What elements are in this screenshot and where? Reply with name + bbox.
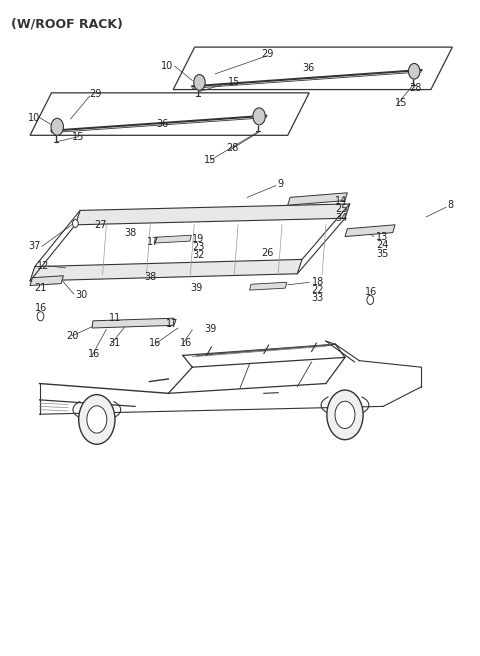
Text: 38: 38 xyxy=(144,272,157,282)
Circle shape xyxy=(51,118,63,135)
Polygon shape xyxy=(75,204,350,225)
Circle shape xyxy=(37,312,44,321)
Circle shape xyxy=(335,401,355,428)
Text: 29: 29 xyxy=(262,49,274,58)
Text: 11: 11 xyxy=(109,313,121,323)
Text: 17: 17 xyxy=(166,319,179,329)
Text: 15: 15 xyxy=(228,77,240,87)
Polygon shape xyxy=(288,193,348,205)
Text: 14: 14 xyxy=(336,195,348,205)
Text: 21: 21 xyxy=(34,283,46,293)
Circle shape xyxy=(79,395,115,444)
Text: 35: 35 xyxy=(376,249,388,258)
Text: 39: 39 xyxy=(190,283,202,293)
Text: 13: 13 xyxy=(376,232,388,241)
Polygon shape xyxy=(30,259,302,281)
Text: 23: 23 xyxy=(192,242,204,252)
Text: 10: 10 xyxy=(28,113,40,123)
Text: 10: 10 xyxy=(161,61,173,71)
Text: 16: 16 xyxy=(180,338,192,348)
Text: 29: 29 xyxy=(90,89,102,99)
Text: 9: 9 xyxy=(277,178,283,189)
Text: 36: 36 xyxy=(156,119,169,129)
Polygon shape xyxy=(154,236,192,243)
Circle shape xyxy=(367,295,373,304)
Text: 8: 8 xyxy=(447,200,454,210)
Text: 31: 31 xyxy=(109,338,121,348)
Polygon shape xyxy=(250,282,287,290)
Text: 16: 16 xyxy=(35,304,47,314)
Text: 32: 32 xyxy=(192,250,204,260)
Text: 17: 17 xyxy=(147,237,159,247)
Text: 37: 37 xyxy=(29,241,41,251)
Text: 19: 19 xyxy=(192,234,204,244)
Text: 15: 15 xyxy=(395,98,408,108)
Text: 25: 25 xyxy=(336,204,348,214)
Polygon shape xyxy=(92,318,174,328)
Polygon shape xyxy=(30,276,63,285)
Text: 39: 39 xyxy=(204,323,216,334)
Circle shape xyxy=(87,406,107,433)
Text: 15: 15 xyxy=(72,132,84,142)
Text: 33: 33 xyxy=(312,293,324,303)
Text: 22: 22 xyxy=(312,285,324,295)
Text: 27: 27 xyxy=(95,220,107,230)
Text: 16: 16 xyxy=(88,349,100,359)
Text: 28: 28 xyxy=(409,83,422,92)
Circle shape xyxy=(327,390,363,440)
Text: 20: 20 xyxy=(66,331,78,341)
Text: (W/ROOF RACK): (W/ROOF RACK) xyxy=(11,18,123,31)
Text: 38: 38 xyxy=(124,228,137,238)
Text: 30: 30 xyxy=(75,291,88,300)
Polygon shape xyxy=(345,225,395,237)
Text: 24: 24 xyxy=(376,240,388,250)
Circle shape xyxy=(72,220,78,228)
Text: 28: 28 xyxy=(227,143,239,153)
Text: 16: 16 xyxy=(149,338,162,348)
Text: 16: 16 xyxy=(365,287,377,297)
Text: 15: 15 xyxy=(204,155,216,165)
Text: 18: 18 xyxy=(312,277,324,287)
Text: 12: 12 xyxy=(37,261,49,271)
Circle shape xyxy=(194,75,205,91)
Text: 26: 26 xyxy=(262,248,274,258)
Text: 34: 34 xyxy=(336,213,348,222)
Text: 36: 36 xyxy=(302,63,314,73)
Circle shape xyxy=(253,108,265,125)
Circle shape xyxy=(408,64,420,79)
